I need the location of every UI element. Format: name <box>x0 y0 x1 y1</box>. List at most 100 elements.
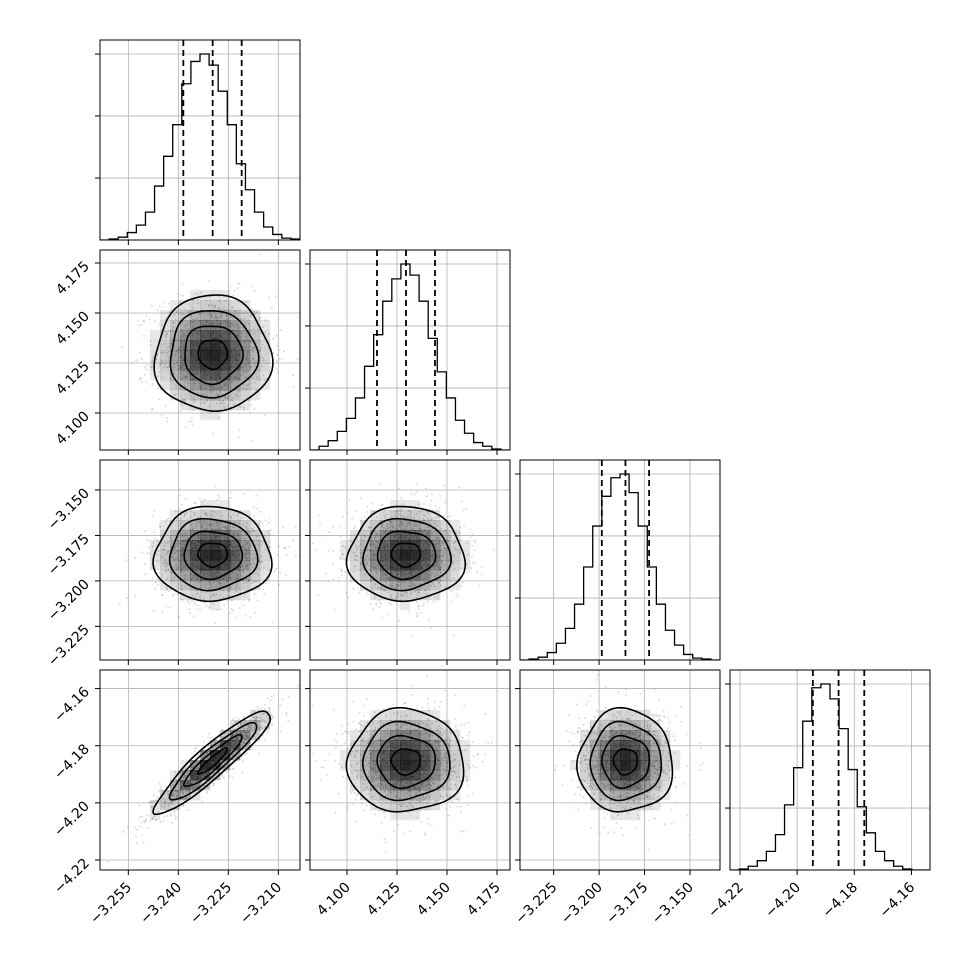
sample-point <box>195 746 197 749</box>
sample-point <box>221 728 224 731</box>
sample-point <box>375 533 378 536</box>
sample-point <box>170 821 173 824</box>
sample-point <box>190 315 193 318</box>
density-cell <box>240 550 251 561</box>
sample-point <box>242 371 245 373</box>
sample-point <box>233 728 236 731</box>
sample-point <box>182 791 185 793</box>
sample-point <box>422 520 425 523</box>
sample-point <box>360 589 363 592</box>
sample-point <box>217 494 220 497</box>
sample-point <box>454 540 457 542</box>
sample-point <box>410 511 413 513</box>
sample-point <box>262 359 265 362</box>
panel-content <box>100 40 300 240</box>
sample-point <box>242 730 245 732</box>
sample-point <box>222 526 225 529</box>
sample-point <box>401 594 403 597</box>
sample-point <box>177 375 180 378</box>
sample-point <box>201 800 204 803</box>
sample-point <box>137 324 140 327</box>
density-cell <box>200 760 211 771</box>
sample-point <box>435 561 438 563</box>
sample-point <box>164 335 167 338</box>
sample-point <box>194 293 196 295</box>
sample-point <box>369 558 371 561</box>
sample-point <box>152 794 155 797</box>
sample-point <box>249 361 252 364</box>
sample-point <box>198 595 201 598</box>
sample-point <box>346 512 349 514</box>
sample-point <box>167 568 170 570</box>
density-cell <box>220 730 231 741</box>
sample-point <box>258 523 261 526</box>
sample-point <box>220 582 223 585</box>
sample-point <box>227 321 229 324</box>
sample-point <box>246 527 249 530</box>
sample-point <box>348 498 351 501</box>
sample-point <box>227 738 229 740</box>
density-cell <box>200 510 211 521</box>
sample-point <box>379 601 382 604</box>
sample-point <box>191 299 194 302</box>
contour-1 <box>183 733 243 787</box>
sample-point <box>438 538 441 541</box>
sample-point <box>174 817 177 820</box>
density-cell <box>420 590 431 601</box>
sample-point <box>459 526 462 529</box>
contour-3 <box>152 710 272 816</box>
sample-point <box>448 558 451 561</box>
sample-point <box>281 698 284 701</box>
sample-point <box>165 798 168 800</box>
sample-point <box>210 779 212 782</box>
sample-point <box>278 583 280 586</box>
sample-point <box>245 556 248 559</box>
sample-point <box>251 530 254 533</box>
sample-point <box>215 521 218 524</box>
sample-point <box>124 559 127 562</box>
sample-point <box>253 530 256 532</box>
sample-point <box>428 504 431 507</box>
sample-point <box>240 341 243 343</box>
y-tick-label: 4.150 <box>53 309 93 349</box>
sample-point <box>412 582 414 585</box>
sample-point <box>247 564 249 567</box>
sample-point <box>243 740 246 743</box>
sample-point <box>410 585 413 587</box>
sample-point <box>169 520 172 523</box>
sample-point <box>192 388 194 391</box>
sample-point <box>408 521 411 523</box>
density-cell <box>170 540 181 551</box>
sample-point <box>188 791 191 793</box>
sample-point <box>191 307 194 310</box>
sample-point <box>452 554 455 557</box>
density-cell <box>250 520 261 531</box>
sample-point <box>171 355 174 357</box>
sample-point <box>198 382 201 385</box>
sample-point <box>238 405 241 407</box>
sample-point <box>386 527 389 530</box>
sample-point <box>227 405 229 408</box>
density-cell <box>180 790 191 801</box>
sample-point <box>226 527 229 530</box>
density-cell <box>360 580 371 591</box>
sample-point <box>192 765 195 768</box>
sample-point <box>252 377 254 379</box>
sample-point <box>249 365 252 368</box>
sample-point <box>192 382 195 384</box>
sample-point <box>151 382 154 385</box>
density-cell <box>190 300 201 311</box>
sample-point <box>266 731 269 734</box>
sample-point <box>436 536 439 539</box>
density-cell <box>250 360 261 371</box>
sample-point <box>258 541 261 544</box>
sample-point <box>125 597 128 599</box>
sample-point <box>203 754 206 756</box>
sample-point <box>198 581 201 584</box>
sample-point <box>428 526 430 528</box>
sample-point <box>232 400 234 402</box>
density-cell <box>210 530 221 541</box>
density-cell <box>430 520 441 531</box>
sample-point <box>175 339 177 341</box>
sample-point <box>176 311 179 313</box>
